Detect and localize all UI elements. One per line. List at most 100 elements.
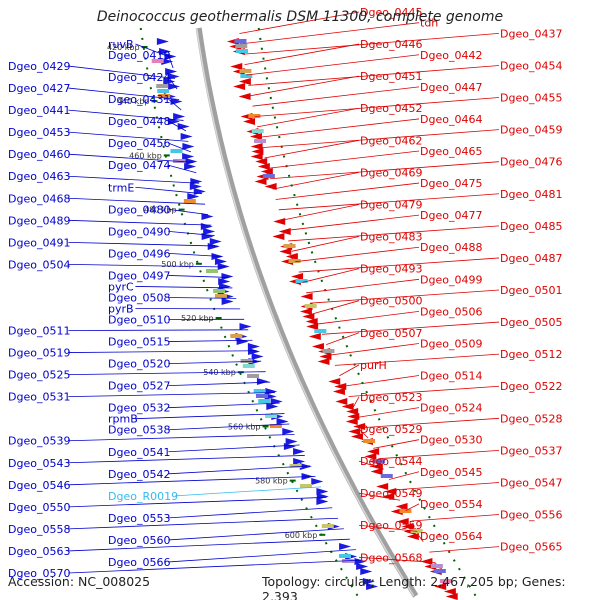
left-gene-connector (68, 264, 225, 268)
left-gene-connector (168, 297, 237, 299)
left-gene-connector (68, 392, 275, 398)
accession-text: Accession: NC_008025 (8, 574, 151, 589)
forward-gene-arrow (217, 263, 230, 270)
cog-category-block (236, 49, 249, 53)
cog-category-block (363, 439, 376, 443)
left-gene-label: ruvB (108, 38, 134, 51)
left-gene-label: Dgeo_0491 (8, 236, 70, 249)
cog-category-block (289, 464, 302, 468)
left-gene-label: Dgeo_0496 (108, 247, 170, 260)
left-gene-connector (168, 423, 290, 431)
left-gene-label: Dgeo_0519 (8, 347, 70, 360)
right-gene-connector (261, 129, 500, 149)
left-gene-connector (168, 230, 215, 236)
left-gene-label: Dgeo_0538 (108, 424, 170, 437)
right-gene-connector (389, 471, 420, 480)
scale-tick-label: 580 kbp (255, 477, 288, 486)
right-gene-connector (264, 139, 360, 159)
reverse-gene-arrow (367, 448, 380, 455)
right-gene-label: Dgeo_0512 (500, 348, 562, 361)
right-gene-label: Dgeo_0479 (360, 198, 422, 211)
left-gene-connector (68, 371, 266, 376)
right-gene-label: Dgeo_0544 (360, 455, 422, 468)
forward-gene-arrow (311, 478, 324, 485)
right-gene-connector (275, 182, 420, 200)
cog-category-block (240, 359, 253, 363)
forward-gene-arrow (184, 163, 197, 170)
forward-gene-arrow (173, 113, 186, 120)
forward-gene-arrow (163, 78, 176, 85)
right-gene-label: Dgeo_0462 (360, 134, 422, 147)
reverse-gene-arrow (273, 218, 286, 225)
scale-tick-label: 420 kbp (107, 43, 140, 52)
left-gene-label: Dgeo_0570 (8, 567, 70, 580)
right-gene-label: Dgeo_0451 (360, 70, 422, 83)
forward-gene-arrow (316, 498, 329, 505)
reverse-gene-arrow (251, 148, 264, 155)
forward-gene-arrow (167, 83, 180, 90)
forward-gene-arrow (221, 273, 234, 280)
reverse-gene-arrow (254, 178, 267, 185)
forward-gene-arrow (185, 158, 198, 165)
left-gene-label: Dgeo_0424 (108, 71, 170, 84)
left-gene-connector (68, 175, 200, 184)
reverse-gene-arrow (353, 423, 366, 430)
right-gene-connector (242, 32, 500, 55)
forward-gene-arrow (182, 143, 195, 150)
forward-gene-arrow (316, 493, 329, 500)
forward-gene-arrow (207, 243, 220, 250)
right-gene-label: Dgeo_0528 (500, 412, 562, 425)
right-gene-connector (348, 385, 500, 397)
right-gene-connector (259, 118, 420, 138)
left-gene-label: Dgeo_0427 (8, 82, 70, 95)
reverse-gene-arrow (445, 593, 458, 600)
right-gene-label: Dgeo_0549 (360, 487, 422, 500)
left-gene-connector (168, 339, 253, 342)
left-gene-label: pyrB (108, 302, 134, 315)
reverse-gene-arrow (255, 158, 268, 165)
left-gene-label: Dgeo_0566 (108, 556, 170, 569)
reverse-gene-arrow (346, 408, 359, 415)
right-gene-label: Dgeo_0465 (420, 145, 482, 158)
left-gene-label: Dgeo_R0019 (108, 490, 178, 503)
forward-gene-arrow (339, 543, 352, 550)
backbone-group (139, 27, 477, 598)
right-gene-label: Dgeo_0559 (360, 519, 422, 532)
right-gene-label: Dgeo_0447 (420, 81, 482, 94)
reverse-gene-arrow (401, 523, 414, 530)
forward-gene-arrow (187, 193, 200, 200)
reverse-gene-arrow (302, 313, 315, 320)
left-gene-label: Dgeo_0490 (108, 225, 170, 238)
cog-category-block (433, 569, 446, 573)
right-gene-label: Dgeo_0500 (360, 295, 422, 308)
reverse-gene-arrow (406, 533, 419, 540)
reverse-gene-arrow (319, 353, 332, 360)
left-gene-label: Dgeo_0480 (108, 203, 170, 216)
left-gene-connector (68, 109, 184, 121)
reverse-gene-arrow (260, 168, 273, 175)
left-gene-label: Dgeo_0539 (8, 435, 70, 448)
right-gene-connector (429, 546, 500, 553)
cog-category-block (430, 564, 443, 568)
left-gene-label: Dgeo_0510 (108, 314, 170, 327)
map-title: Deinococcus geothermalis DSM 11300, comp… (96, 9, 504, 25)
cog-category-block (214, 294, 227, 298)
left-gene-connector (68, 455, 305, 464)
left-gene-connector (68, 538, 350, 552)
right-gene-connector (343, 375, 420, 387)
forward-gene-arrow (219, 283, 232, 290)
right-gene-connector (298, 257, 500, 273)
reverse-gene-arrow (384, 488, 397, 495)
reverse-gene-arrow (250, 153, 263, 160)
cog-category-block (248, 114, 261, 118)
reverse-gene-arrow (443, 588, 456, 595)
right-gene-label: purH (360, 359, 387, 372)
reverse-gene-arrow (348, 428, 361, 435)
right-gene-label: Dgeo_0488 (420, 241, 482, 254)
forward-gene-arrow (214, 258, 227, 265)
right-gene-connector (373, 439, 420, 449)
scale-tick-label: 560 kbp (228, 422, 261, 431)
left-gene-connector (168, 252, 222, 257)
